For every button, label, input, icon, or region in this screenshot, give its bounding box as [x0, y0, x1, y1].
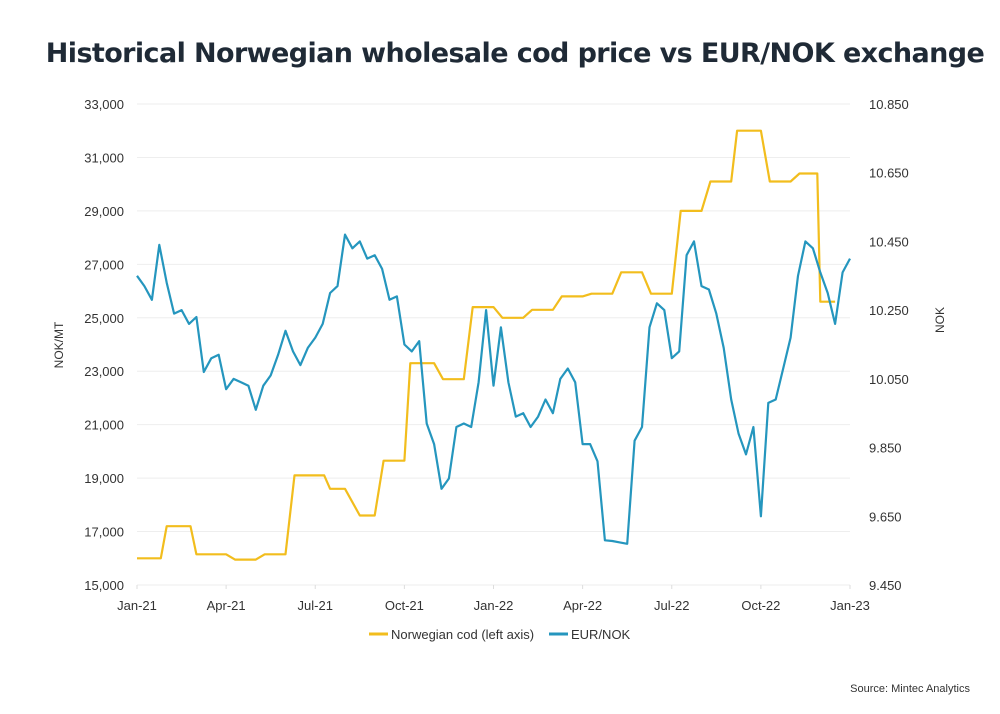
x-tick-label: Oct-21: [385, 598, 424, 613]
legend: Norwegian cod (left axis) EUR/NOK: [369, 627, 631, 642]
x-tick-label: Oct-22: [741, 598, 780, 613]
left-tick-label: 27,000: [84, 257, 124, 272]
x-tick-label: Jan-21: [117, 598, 157, 613]
legend-label-eurnok: EUR/NOK: [571, 627, 631, 642]
source-note: Source: Mintec Analytics: [850, 683, 970, 695]
right-tick-label: 9.850: [869, 441, 902, 456]
series-lines: [136, 129, 851, 561]
x-axis-ticks: Jan-21 Apr-21 Jul-21 Oct-21 Jan-22 Apr-22 Jul-…: [117, 585, 870, 613]
right-axis-label: NOK: [933, 307, 947, 333]
x-tick-label: Jan-23: [830, 598, 870, 613]
left-tick-label: 17,000: [84, 525, 124, 540]
right-tick-label: 10.450: [869, 234, 909, 249]
right-tick-label: 10.250: [869, 303, 909, 318]
left-tick-label: 19,000: [84, 471, 124, 486]
left-axis-ticks: 15,000 17,000 19,000 21,000 23,000 25,000 27,0…: [84, 97, 124, 593]
right-tick-label: 10.850: [869, 97, 909, 112]
series-line-eur-nok: [136, 233, 851, 545]
left-tick-label: 15,000: [84, 578, 124, 593]
x-tick-label: Jul-21: [298, 598, 333, 613]
left-tick-label: 29,000: [84, 204, 124, 219]
legend-label-cod: Norwegian cod (left axis): [391, 627, 534, 642]
right-axis-ticks: 9.450 9.650 9.850 10.050 10.250 10.450 10.650 1…: [869, 97, 909, 593]
x-tick-label: Apr-22: [563, 598, 602, 613]
right-tick-label: 10.050: [869, 372, 909, 387]
right-tick-label: 9.450: [869, 578, 902, 593]
x-tick-label: Apr-21: [207, 598, 246, 613]
left-axis-label: NOK/MT: [52, 321, 66, 368]
left-tick-label: 33,000: [84, 97, 124, 112]
right-tick-label: 10.650: [869, 166, 909, 181]
gridlines: [137, 103, 850, 586]
left-tick-label: 23,000: [84, 364, 124, 379]
series-line-norwegian-cod: [137, 129, 836, 561]
x-tick-label: Jul-22: [654, 598, 689, 613]
left-tick-label: 21,000: [84, 418, 124, 433]
left-tick-label: 25,000: [84, 311, 124, 326]
x-tick-label: Jan-22: [474, 598, 514, 613]
left-tick-label: 31,000: [84, 150, 124, 165]
chart-title: Historical Norwegian wholesale cod price…: [45, 38, 985, 69]
right-tick-label: 9.650: [869, 509, 902, 524]
